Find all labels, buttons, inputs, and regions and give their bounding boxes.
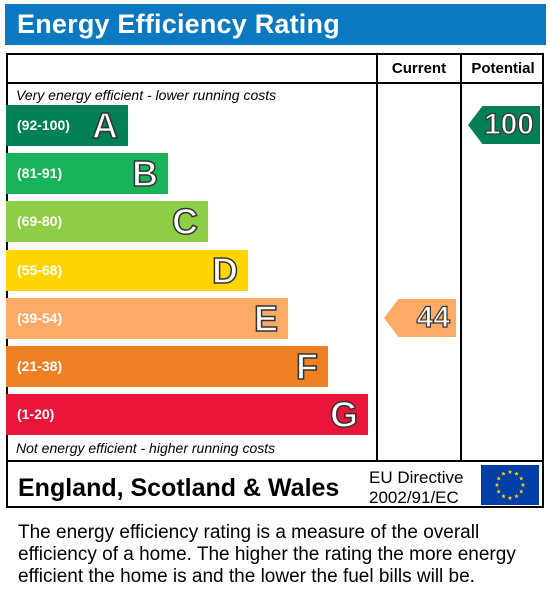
band-range: (69-80): [17, 213, 63, 229]
potential-rating-arrow: 100: [468, 106, 540, 144]
flag-star: [514, 471, 519, 476]
band-a: (92-100) A: [6, 104, 128, 147]
band-f: (21-38) F: [6, 345, 328, 388]
header-divider: [6, 82, 544, 84]
column-current: Current: [391, 60, 447, 77]
flag-star: [494, 482, 500, 487]
region-label: England, Scotland & Wales: [18, 474, 340, 502]
divider-current: [376, 53, 378, 461]
eu-directive-line1: EU Directive: [369, 468, 464, 487]
flag-star: [496, 476, 502, 481]
eu-flag-icon: [481, 465, 539, 505]
bottom-note: Not energy efficient - higher running co…: [16, 440, 276, 456]
flag-star: [507, 495, 513, 500]
flag-star: [514, 493, 519, 499]
band-c: (69-80) C: [6, 200, 208, 243]
page-title: Energy Efficiency Rating: [17, 9, 340, 39]
flag-star: [496, 489, 502, 494]
flag-star: [520, 482, 526, 487]
band-g: (1-20) G: [6, 393, 368, 436]
eu-directive: EU Directive 2002/91/EC: [369, 468, 463, 508]
band-letter: C: [171, 200, 199, 243]
band-letter: B: [131, 152, 159, 195]
band-letter: G: [329, 393, 359, 436]
flag-star: [518, 476, 524, 481]
description: The energy efficiency rating is a measur…: [18, 522, 516, 587]
band-range: (92-100): [17, 117, 70, 133]
eu-directive-line2: 2002/91/EC: [369, 488, 459, 507]
band-range: (39-54): [17, 310, 63, 326]
flag-star: [501, 493, 506, 499]
column-potential: Potential: [471, 60, 535, 77]
band-range: (81-91): [17, 165, 63, 181]
flag-star: [507, 469, 513, 474]
band-letter: D: [211, 249, 239, 292]
flag-star: [501, 471, 506, 476]
header-bar: Energy Efficiency Rating: [5, 4, 546, 45]
current-rating-value: 44: [416, 300, 451, 334]
divider-potential: [460, 53, 462, 461]
band-letter: F: [295, 345, 319, 388]
band-letter: A: [91, 104, 119, 147]
band-e: (39-54) E: [6, 297, 288, 340]
band-range: (55-68): [17, 262, 63, 278]
footer-divider: [6, 460, 544, 462]
band-d: (55-68) D: [6, 249, 248, 292]
band-range: (1-20): [17, 406, 55, 422]
band-range: (21-38): [17, 358, 63, 374]
band-b: (81-91) B: [6, 152, 168, 195]
current-rating-arrow: 44: [384, 299, 456, 337]
potential-rating-value: 100: [483, 107, 534, 141]
band-letter: E: [253, 297, 279, 340]
flag-star: [518, 489, 524, 494]
top-note: Very energy efficient - lower running co…: [16, 87, 277, 103]
